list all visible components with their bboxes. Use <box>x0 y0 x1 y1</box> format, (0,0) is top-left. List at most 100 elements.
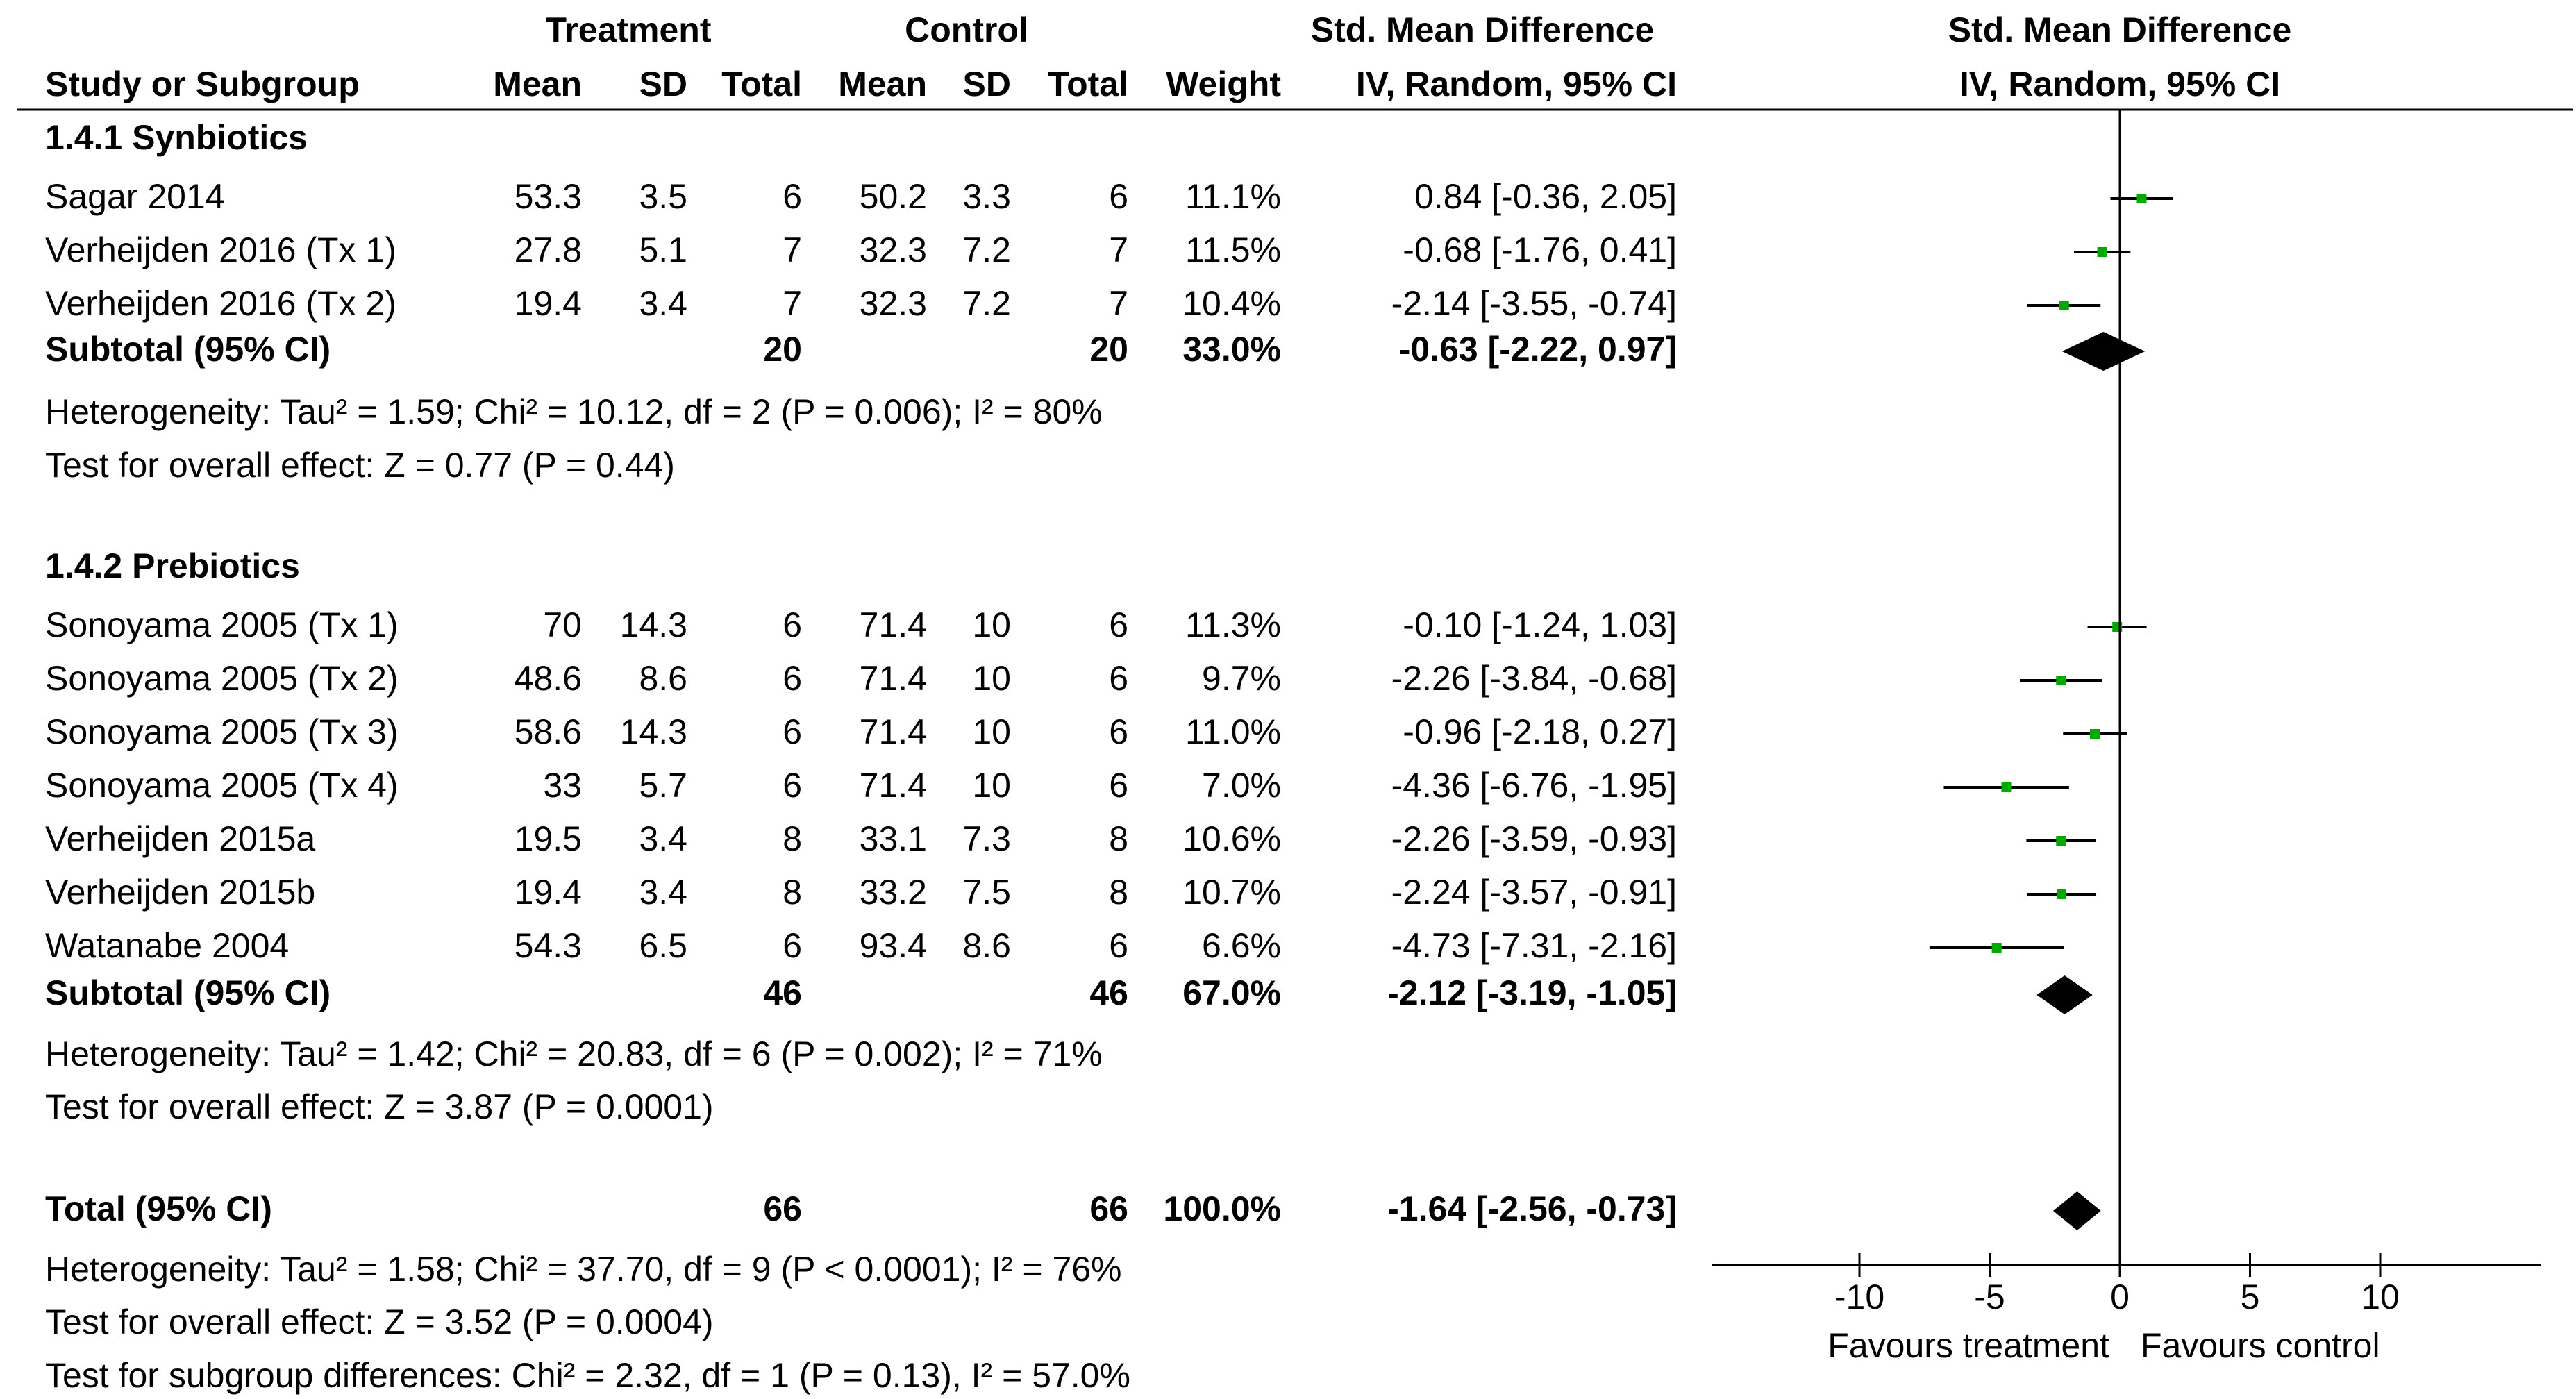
control-sd: 7.3 <box>962 819 1011 858</box>
point-estimate <box>1991 943 2002 953</box>
control-sd: 10 <box>972 659 1011 698</box>
study-name: Verheijden 2015a <box>45 819 315 858</box>
header-treatment: Treatment <box>546 10 712 49</box>
study-ci: -0.10 [-1.24, 1.03] <box>1403 605 1677 644</box>
study-weight: 11.0% <box>1185 712 1281 751</box>
study-ci: -2.26 [-3.84, -0.68] <box>1391 659 1677 698</box>
subtotal-control-total: 46 <box>1089 973 1128 1012</box>
control-sd: 7.2 <box>962 231 1011 269</box>
subgroup-heterogeneity: Heterogeneity: Tau² = 1.59; Chi² = 10.12… <box>45 392 1103 431</box>
treatment-mean: 48.6 <box>515 659 582 698</box>
treatment-total: 6 <box>783 766 802 805</box>
point-estimate <box>2059 301 2069 310</box>
control-sd: 3.3 <box>962 177 1011 216</box>
point-estimate <box>2097 247 2107 257</box>
favours-control-label: Favours control <box>2141 1326 2380 1365</box>
treatment-mean: 58.6 <box>515 712 582 751</box>
treatment-mean: 19.5 <box>515 819 582 858</box>
total-treatment-total: 66 <box>763 1189 802 1228</box>
treatment-total: 7 <box>783 231 802 269</box>
control-total: 6 <box>1109 766 1128 805</box>
study-name: Watanabe 2004 <box>45 926 289 965</box>
treatment-sd: 3.4 <box>639 819 687 858</box>
treatment-mean: 53.3 <box>515 177 582 216</box>
subtotal-treatment-total: 46 <box>763 973 802 1012</box>
control-total: 7 <box>1109 231 1128 269</box>
study-weight: 10.6% <box>1182 819 1281 858</box>
x-tick-label: -10 <box>1834 1277 1884 1316</box>
header-study: Study or Subgroup <box>45 65 360 103</box>
subgroup-title: 1.4.2 Prebiotics <box>45 546 300 585</box>
total-control-total: 66 <box>1089 1189 1128 1228</box>
x-tick-label: 10 <box>2361 1277 2400 1316</box>
study-ci: -4.73 [-7.31, -2.16] <box>1391 926 1677 965</box>
header-weight: Weight <box>1166 65 1281 103</box>
control-total: 8 <box>1109 873 1128 912</box>
subtotal-ci: -0.63 [-2.22, 0.97] <box>1399 330 1677 369</box>
study-weight: 7.0% <box>1202 766 1281 805</box>
favours-treatment-label: Favours treatment <box>1828 1326 2109 1365</box>
subtotal-label: Subtotal (95% CI) <box>45 330 331 369</box>
control-sd: 7.2 <box>962 284 1011 323</box>
treatment-total: 6 <box>783 659 802 698</box>
control-mean: 93.4 <box>860 926 927 965</box>
treatment-sd: 5.1 <box>639 231 687 269</box>
header-c-sd: SD <box>963 65 1011 103</box>
control-total: 6 <box>1109 659 1128 698</box>
x-tick-label: -5 <box>1974 1277 2005 1316</box>
study-name: Sonoyama 2005 (Tx 2) <box>45 659 399 698</box>
point-estimate <box>2001 782 2012 792</box>
header-c-total: Total <box>1048 65 1128 103</box>
subgroup-differences: Test for subgroup differences: Chi² = 2.… <box>45 1356 1130 1395</box>
total-label: Total (95% CI) <box>45 1189 272 1228</box>
treatment-sd: 5.7 <box>639 766 687 805</box>
subgroup-overall-effect: Test for overall effect: Z = 3.87 (P = 0… <box>45 1087 714 1126</box>
point-estimate <box>2136 194 2147 203</box>
control-total: 6 <box>1109 926 1128 965</box>
plot-area: -10 -5 0 5 10 Favours treatment Favours contro… <box>1712 110 2541 1365</box>
treatment-mean: 70 <box>543 605 582 644</box>
subtotal-weight: 67.0% <box>1182 973 1281 1012</box>
treatment-total: 8 <box>783 873 802 912</box>
treatment-total: 7 <box>783 284 802 323</box>
subtotal-label: Subtotal (95% CI) <box>45 973 331 1012</box>
study-name: Sonoyama 2005 (Tx 1) <box>45 605 399 644</box>
study-weight: 11.1% <box>1185 177 1281 216</box>
point-estimate <box>2056 836 2066 846</box>
study-name: Sagar 2014 <box>45 177 225 216</box>
study-ci: -0.68 [-1.76, 0.41] <box>1403 231 1677 269</box>
study-ci: -0.96 [-2.18, 0.27] <box>1403 712 1677 751</box>
study-ci: -2.24 [-3.57, -0.91] <box>1391 873 1677 912</box>
control-mean: 50.2 <box>860 177 927 216</box>
treatment-mean: 33 <box>543 766 582 805</box>
subgroup-heterogeneity: Heterogeneity: Tau² = 1.42; Chi² = 20.83… <box>45 1034 1103 1073</box>
control-mean: 33.2 <box>860 873 927 912</box>
treatment-total: 6 <box>783 712 802 751</box>
study-weight: 10.7% <box>1182 873 1281 912</box>
treatment-sd: 14.3 <box>620 605 687 644</box>
subgroup-title: 1.4.1 Synbiotics <box>45 118 308 157</box>
study-name: Verheijden 2016 (Tx 1) <box>45 231 396 269</box>
subtotal-ci: -2.12 [-3.19, -1.05] <box>1387 973 1677 1012</box>
study-weight: 11.3% <box>1185 605 1281 644</box>
total-diamond <box>2053 1191 2101 1230</box>
subtotal-treatment-total: 20 <box>763 330 802 369</box>
study-ci: 0.84 [-0.36, 2.05] <box>1414 177 1677 216</box>
header-smd-sub: IV, Random, 95% CI <box>1356 65 1677 103</box>
total-ci: -1.64 [-2.56, -0.73] <box>1387 1189 1677 1228</box>
control-total: 6 <box>1109 605 1128 644</box>
treatment-sd: 3.4 <box>639 873 687 912</box>
study-name: Sonoyama 2005 (Tx 4) <box>45 766 399 805</box>
treatment-total: 6 <box>783 177 802 216</box>
study-weight: 6.6% <box>1202 926 1281 965</box>
study-weight: 9.7% <box>1202 659 1281 698</box>
control-mean: 71.4 <box>860 605 927 644</box>
control-mean: 33.1 <box>860 819 927 858</box>
treatment-mean: 19.4 <box>515 873 582 912</box>
treatment-sd: 3.5 <box>639 177 687 216</box>
control-sd: 10 <box>972 712 1011 751</box>
control-mean: 71.4 <box>860 766 927 805</box>
treatment-sd: 14.3 <box>620 712 687 751</box>
point-estimate <box>2057 889 2066 899</box>
